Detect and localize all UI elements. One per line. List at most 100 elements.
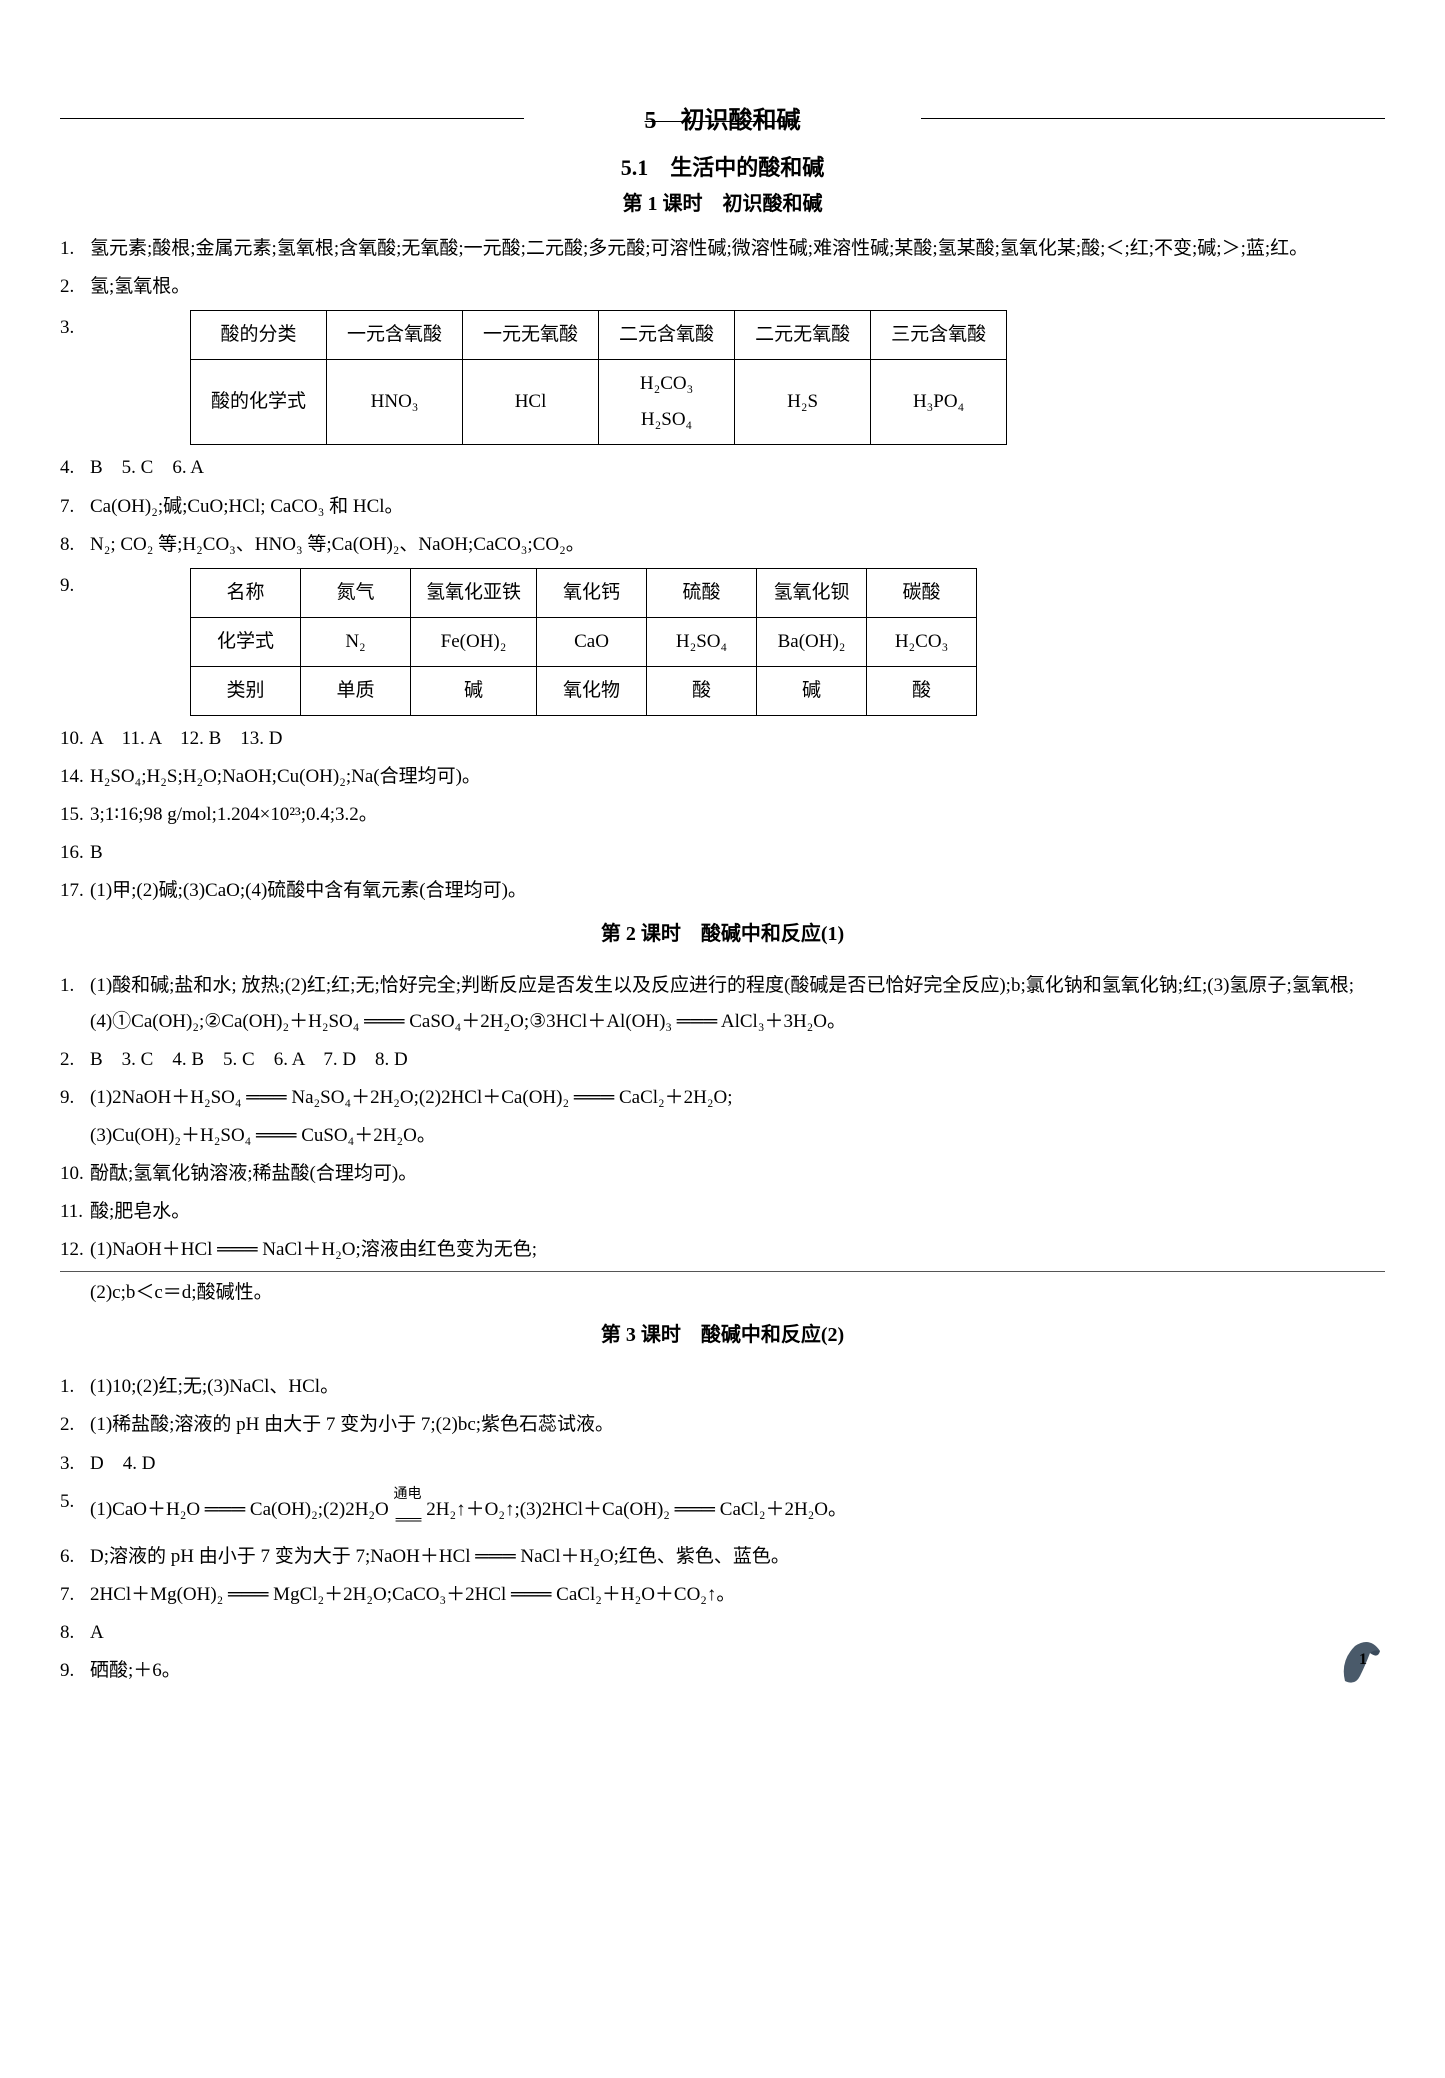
table-cell: 一元含氧酸 — [327, 311, 463, 360]
section-title: 5.1 生活中的酸和碱 — [60, 150, 1385, 182]
answer-item: 1. (1)10;(2)红;无;(3)NaCl、HCl。 — [60, 1369, 1385, 1405]
table-row: 名称 氮气 氢氧化亚铁 氧化钙 硫酸 氢氧化钡 碳酸 — [191, 568, 977, 617]
item-number: 15. — [60, 797, 90, 833]
chapter-title: 5 初识酸和碱 — [60, 100, 1385, 135]
table-cell: 酸 — [867, 666, 977, 715]
table-cell: Ba(OH)₂ — [757, 617, 867, 666]
table-cell: 二元无氧酸 — [735, 311, 871, 360]
item-number: 8. — [60, 527, 90, 563]
table-cell: 单质 — [301, 666, 411, 715]
item-number: 12. — [60, 1232, 90, 1268]
answer-item: 1. 氢元素;酸根;金属元素;氢氧根;含氧酸;无氧酸;一元酸;二元酸;多元酸;可… — [60, 231, 1385, 267]
item-number: 11. — [60, 1194, 90, 1230]
item-number: 6. — [60, 1539, 90, 1575]
eq-line: ═══ — [396, 1513, 420, 1528]
answer-item: 16. B — [60, 835, 1385, 871]
table-row: 化学式 N₂ Fe(OH)₂ CaO H₂SO₄ Ba(OH)₂ H₂CO₃ — [191, 617, 977, 666]
table-cell: 一元无氧酸 — [463, 311, 599, 360]
table-cell: 碱 — [411, 666, 537, 715]
table-cell: 碳酸 — [867, 568, 977, 617]
answer-item: 2. 氢;氢氧根。 — [60, 269, 1385, 305]
table-row: 类别 单质 碱 氧化物 酸 碱 酸 — [191, 666, 977, 715]
answer-item: 11. 酸;肥皂水。 — [60, 1194, 1385, 1230]
answer-item: 10. 酚酞;氢氧化钠溶液;稀盐酸(合理均可)。 — [60, 1156, 1385, 1192]
table-cell: HCl — [463, 360, 599, 445]
answer-item: 1. (1)酸和碱;盐和水; 放热;(2)红;红;无;恰好完全;判断反应是否发生… — [60, 968, 1385, 1040]
answer-item: 3. D 4. D — [60, 1446, 1385, 1482]
table-cell: H₂CO₃ — [867, 617, 977, 666]
item-body: 氢元素;酸根;金属元素;氢氧根;含氧酸;无氧酸;一元酸;二元酸;多元酸;可溶性碱… — [90, 231, 1385, 267]
item-number: 1. — [60, 1369, 90, 1405]
answer-item: 2. (1)稀盐酸;溶液的 pH 由大于 7 变为小于 7;(2)bc;紫色石蕊… — [60, 1407, 1385, 1443]
item-body: Ca(OH)₂;碱;CuO;HCl; CaCO₃ 和 HCl。 — [90, 489, 1385, 525]
table-cell: 氮气 — [301, 568, 411, 617]
item-body: (1)酸和碱;盐和水; 放热;(2)红;红;无;恰好完全;判断反应是否发生以及反… — [90, 968, 1385, 1040]
table-cell: H₃PO₄ — [871, 360, 1007, 445]
item-body: 酚酞;氢氧化钠溶液;稀盐酸(合理均可)。 — [90, 1156, 1385, 1192]
table-row: 3. 酸的分类 一元含氧酸 一元无氧酸 二元含氧酸 二元无氧酸 三元含氧酸 酸的… — [60, 310, 1385, 445]
answer-item: 15. 3;1∶16;98 g/mol;1.204×10²³;0.4;3.2。 — [60, 797, 1385, 833]
item-number: 9. — [60, 1080, 90, 1116]
table-cell: 氧化物 — [537, 666, 647, 715]
item-body: (2)c;b＜c＝d;酸碱性。 — [90, 1275, 1385, 1311]
eq-right: 2H₂↑＋O₂↑;(3)2HCl＋Ca(OH)₂ ═══ CaCl₂＋2H₂O。 — [426, 1499, 847, 1520]
item-number: 8. — [60, 1615, 90, 1651]
lesson-title-1: 第 1 课时 初识酸和碱 — [60, 187, 1385, 216]
table-cell: 化学式 — [191, 617, 301, 666]
answer-item: 8. N₂; CO₂ 等;H₂CO₃、HNO₃ 等;Ca(OH)₂、NaOH;C… — [60, 527, 1385, 563]
answer-item: (3)Cu(OH)₂＋H₂SO₄ ═══ CuSO₄＋2H₂O。 — [60, 1118, 1385, 1154]
item-body: (1)甲;(2)碱;(3)CaO;(4)硫酸中含有氧元素(合理均可)。 — [90, 873, 1385, 909]
table-cell: 氢氧化钡 — [757, 568, 867, 617]
item-number: 9. — [60, 1653, 90, 1689]
table-cell: 名称 — [191, 568, 301, 617]
item-body: 氢;氢氧根。 — [90, 269, 1385, 305]
item-number: 4. — [60, 450, 90, 486]
item-number: 2. — [60, 1407, 90, 1443]
item-body: 酸;肥皂水。 — [90, 1194, 1385, 1230]
answer-item: 7. Ca(OH)₂;碱;CuO;HCl; CaCO₃ 和 HCl。 — [60, 489, 1385, 525]
item-body: N₂; CO₂ 等;H₂CO₃、HNO₃ 等;Ca(OH)₂、NaOH;CaCO… — [90, 527, 1385, 563]
item-body: A — [90, 1615, 1385, 1651]
answer-item: 2. B 3. C 4. B 5. C 6. A 7. D 8. D — [60, 1042, 1385, 1078]
item-number: 3. — [60, 310, 90, 346]
table-row: 酸的分类 一元含氧酸 一元无氧酸 二元含氧酸 二元无氧酸 三元含氧酸 — [191, 311, 1007, 360]
item-number: 9. — [60, 568, 90, 604]
table-cell: H₂S — [735, 360, 871, 445]
answer-item: 12. (1)NaOH＋HCl ═══ NaCl＋H₂O;溶液由红色变为无色; — [60, 1232, 1385, 1268]
item-number: 2. — [60, 1042, 90, 1078]
chapter-num: 5 — [645, 108, 657, 134]
answer-item: 4. B 5. C 6. A — [60, 450, 1385, 486]
table-cell: CaO — [537, 617, 647, 666]
item-body: H₂SO₄;H₂S;H₂O;NaOH;Cu(OH)₂;Na(合理均可)。 — [90, 759, 1385, 795]
answer-item: 6. D;溶液的 pH 由小于 7 变为大于 7;NaOH＋HCl ═══ Na… — [60, 1539, 1385, 1575]
item-number: 14. — [60, 759, 90, 795]
answer-item: (2)c;b＜c＝d;酸碱性。 — [60, 1275, 1385, 1311]
answer-item: 8. A — [60, 1615, 1385, 1651]
table-cell: 硫酸 — [647, 568, 757, 617]
item-body: B 3. C 4. B 5. C 6. A 7. D 8. D — [90, 1042, 1385, 1078]
item-body: (1)CaO＋H₂O ═══ Ca(OH)₂;(2)2H₂O 通电 ═══ 2H… — [90, 1484, 1385, 1537]
table-cell: H₂CO₃ H₂SO₄ — [599, 360, 735, 445]
page-number: 1 — [1359, 1651, 1367, 1669]
item-body: D 4. D — [90, 1446, 1385, 1482]
table-cell: Fe(OH)₂ — [411, 617, 537, 666]
item-number: 1. — [60, 968, 90, 1004]
item-number: 16. — [60, 835, 90, 871]
item-body: (1)NaOH＋HCl ═══ NaCl＋H₂O;溶液由红色变为无色; — [90, 1232, 1385, 1268]
table-cell: N₂ — [301, 617, 411, 666]
compound-classification-table: 名称 氮气 氢氧化亚铁 氧化钙 硫酸 氢氧化钡 碳酸 化学式 N₂ Fe(OH)… — [190, 568, 977, 716]
table-cell: 酸的分类 — [191, 311, 327, 360]
table-cell: HNO₃ — [327, 360, 463, 445]
lesson-title-2: 第 2 课时 酸碱中和反应(1) — [60, 915, 1385, 953]
table-cell: 三元含氧酸 — [871, 311, 1007, 360]
table-cell: 类别 — [191, 666, 301, 715]
answer-item: 14. H₂SO₄;H₂S;H₂O;NaOH;Cu(OH)₂;Na(合理均可)。 — [60, 759, 1385, 795]
item-number: 5. — [60, 1484, 90, 1520]
condition-text: 通电 — [394, 1487, 422, 1502]
answer-item: 5. (1)CaO＋H₂O ═══ Ca(OH)₂;(2)2H₂O 通电 ═══… — [60, 1484, 1385, 1537]
item-body: (3)Cu(OH)₂＋H₂SO₄ ═══ CuSO₄＋2H₂O。 — [90, 1118, 1385, 1154]
item-body: B 5. C 6. A — [90, 450, 1385, 486]
table-row: 9. 名称 氮气 氢氧化亚铁 氧化钙 硫酸 氢氧化钡 碳酸 化学式 N₂ Fe(… — [60, 568, 1385, 716]
item-number: 3. — [60, 1446, 90, 1482]
item-body: (1)2NaOH＋H₂SO₄ ═══ Na₂SO₄＋2H₂O;(2)2HCl＋C… — [90, 1080, 1385, 1116]
